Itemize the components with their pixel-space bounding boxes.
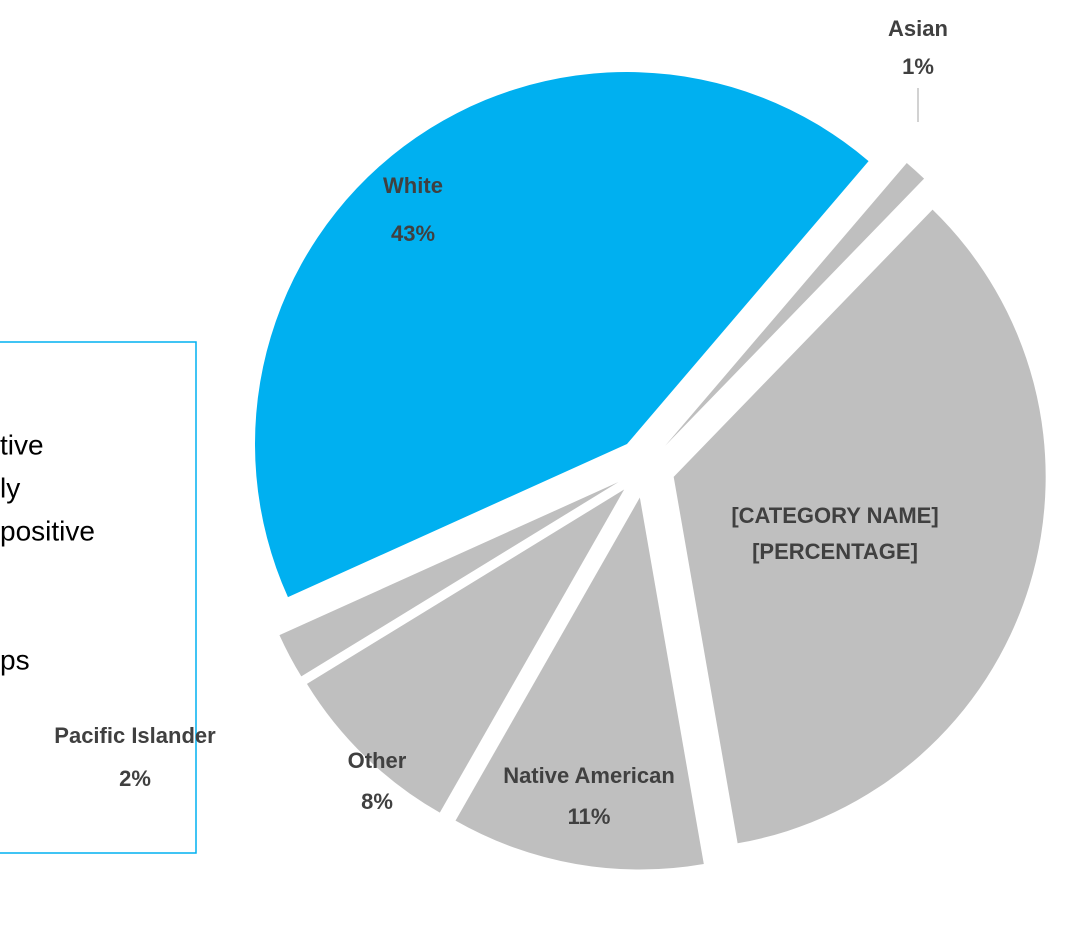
slice-label: Other	[348, 748, 407, 773]
pie-slice	[254, 72, 869, 598]
slice-label: Pacific Islander	[54, 723, 216, 748]
pie-slice	[665, 162, 925, 446]
slice-label: White	[383, 173, 443, 198]
pie-slice	[455, 497, 704, 870]
slice-label: Native American	[503, 763, 675, 788]
pie-slice	[673, 209, 1046, 844]
pie-slice	[279, 482, 619, 677]
slice-value: 8%	[361, 789, 393, 814]
slice-label: [CATEGORY NAME]	[731, 503, 938, 528]
box-line: ps	[0, 644, 30, 675]
slice-value: 11%	[568, 804, 611, 829]
slice-value: 1%	[902, 54, 934, 79]
box-line: ly	[0, 472, 20, 503]
slice-value: [PERCENTAGE]	[752, 539, 918, 564]
slice-value: 2%	[119, 766, 151, 791]
pie-slice	[306, 489, 625, 813]
box-line: tive	[0, 429, 44, 460]
slice-value: 43%	[391, 221, 435, 246]
text-box	[0, 341, 197, 854]
box-line: positive	[0, 515, 95, 546]
slice-label: Asian	[888, 16, 948, 41]
